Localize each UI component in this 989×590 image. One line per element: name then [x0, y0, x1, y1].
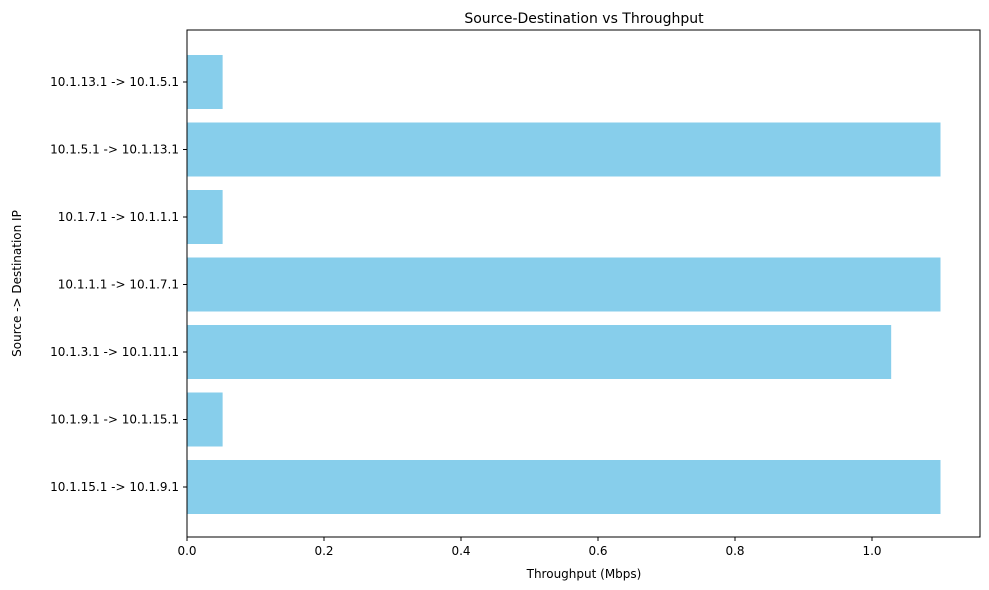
y-axis-ticks: 10.1.15.1 -> 10.1.9.1 10.1.9.1 -> 10.1.15…: [50, 75, 187, 494]
bar-3: [187, 257, 941, 312]
y-tick-label: 10.1.3.1 -> 10.1.11.1: [50, 345, 179, 359]
bar-4: [187, 190, 223, 244]
bar-6: [187, 55, 223, 109]
y-tick-label: 10.1.7.1 -> 10.1.1.1: [58, 210, 179, 224]
bars-group: [187, 55, 941, 514]
y-tick-label: 10.1.9.1 -> 10.1.15.1: [50, 413, 179, 427]
x-tick-label: 0.6: [588, 544, 607, 558]
x-axis-ticks: 0.0 0.2 0.4 0.6 0.8 1.0: [177, 537, 882, 558]
bar-5: [187, 122, 941, 177]
chart-title: Source-Destination vs Throughput: [464, 11, 704, 27]
bar-0: [187, 460, 941, 514]
y-tick-label: 10.1.5.1 -> 10.1.13.1: [50, 143, 179, 157]
x-tick-label: 0.8: [725, 544, 744, 558]
y-axis-label: Source -> Destination IP: [10, 210, 24, 357]
y-tick-label: 10.1.1.1 -> 10.1.7.1: [58, 278, 179, 292]
x-tick-label: 0.2: [314, 544, 333, 558]
bar-2: [187, 325, 892, 379]
x-axis-label: Throughput (Mbps): [526, 567, 642, 581]
x-tick-label: 0.0: [177, 544, 196, 558]
plot-frame: [186, 29, 981, 538]
y-tick-label: 10.1.13.1 -> 10.1.5.1: [50, 75, 179, 89]
x-tick-label: 1.0: [862, 544, 881, 558]
bar-1: [187, 392, 223, 447]
x-tick-label: 0.4: [451, 544, 470, 558]
y-tick-label: 10.1.15.1 -> 10.1.9.1: [50, 480, 179, 494]
